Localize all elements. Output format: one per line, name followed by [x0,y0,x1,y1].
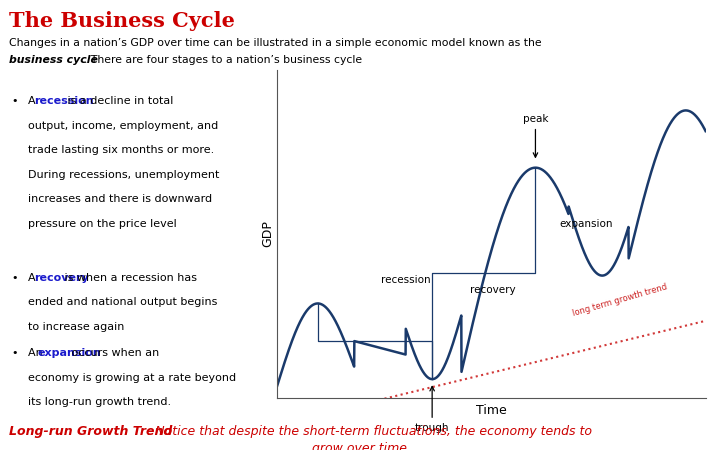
Text: is a decline in total: is a decline in total [64,96,174,106]
Text: recession: recession [381,274,431,285]
Text: long term growth trend: long term growth trend [572,282,668,318]
Text: trough: trough [415,387,449,433]
Text: grow over time: grow over time [312,442,408,450]
Text: •: • [11,348,17,358]
Text: During recessions, unemployment: During recessions, unemployment [27,170,219,180]
Text: : Notice that despite the short-term fluctuations, the economy tends to: : Notice that despite the short-term flu… [147,425,592,438]
Text: occurs when an: occurs when an [68,348,159,358]
Text: recovery: recovery [469,284,516,295]
Text: its long-run growth trend.: its long-run growth trend. [27,397,171,407]
Text: trade lasting six months or more.: trade lasting six months or more. [27,145,214,155]
Text: . There are four stages to a nation’s business cycle: . There are four stages to a nation’s bu… [84,55,361,65]
Y-axis label: GDP: GDP [261,220,274,248]
Text: A: A [27,273,39,283]
Text: to increase again: to increase again [27,322,124,332]
Text: The Business Cycle: The Business Cycle [9,11,235,31]
Text: •: • [11,96,17,106]
Text: recovery: recovery [35,273,89,283]
Text: Long-run Growth Trend: Long-run Growth Trend [9,425,172,438]
Text: economy is growing at a rate beyond: economy is growing at a rate beyond [27,373,236,383]
Text: An: An [27,348,46,358]
Text: is when a recession has: is when a recession has [61,273,197,283]
Text: •: • [11,273,17,283]
X-axis label: Time: Time [476,404,507,417]
Text: peak: peak [523,114,548,157]
Text: A: A [27,96,39,106]
Text: output, income, employment, and: output, income, employment, and [27,121,218,131]
Text: expansion: expansion [37,348,102,358]
Text: pressure on the price level: pressure on the price level [27,219,176,229]
Text: increases and there is downward: increases and there is downward [27,194,212,204]
Text: business cycle: business cycle [9,55,97,65]
Text: expansion: expansion [559,219,613,229]
Text: Changes in a nation’s GDP over time can be illustrated in a simple economic mode: Changes in a nation’s GDP over time can … [9,38,541,48]
Text: recession: recession [35,96,94,106]
Text: ended and national output begins: ended and national output begins [27,297,217,307]
